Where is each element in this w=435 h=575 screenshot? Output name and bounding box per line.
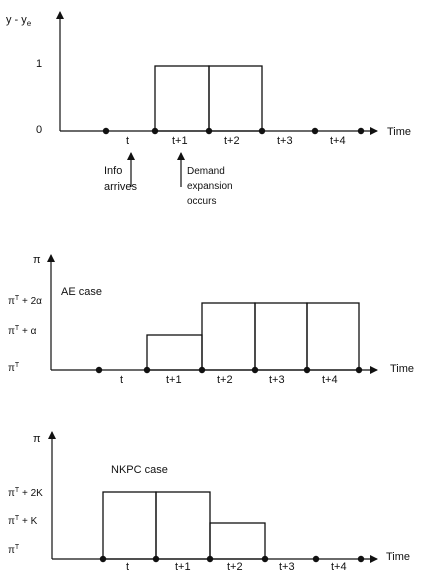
panel-nkpc-case: π NKPC case Time πT + 2K πT + K πT t t+1… xyxy=(8,431,410,573)
inflation-bar-t2 xyxy=(201,302,256,371)
period-dot xyxy=(251,366,259,374)
y-axis-label: π xyxy=(33,433,41,445)
y-tick-pi-t: πT xyxy=(8,362,20,374)
period-label-t2: t+2 xyxy=(224,135,240,147)
period-label-t1: t+1 xyxy=(166,374,182,386)
impulse-bar-t2 xyxy=(208,65,263,132)
period-dot xyxy=(151,127,159,135)
panel-output-gap: y - ye Time 1 0 t t+1 t+2 t+3 t+4 Info a… xyxy=(6,11,411,207)
panel-ae-case: π AE case Time πT + 2α πT + α πT t t+1 t… xyxy=(8,254,414,386)
inflation-bar-t2 xyxy=(209,522,266,560)
period-label-t: t xyxy=(126,561,129,573)
period-label-t4: t+4 xyxy=(330,135,346,147)
period-dot xyxy=(312,555,320,563)
case-label: NKPC case xyxy=(111,464,168,476)
case-label: AE case xyxy=(61,286,102,298)
annotation-demand-line2: expansion xyxy=(187,181,233,192)
inflation-bar-t1 xyxy=(146,334,203,371)
period-dot xyxy=(261,555,269,563)
period-label-t3: t+3 xyxy=(279,561,295,573)
period-dot xyxy=(205,127,213,135)
period-dot xyxy=(152,555,160,563)
period-dot xyxy=(95,366,103,374)
period-label-t3: t+3 xyxy=(277,135,293,147)
y-tick-pi-t-plus-k: πT + K xyxy=(8,515,38,527)
y-tick-0: 0 xyxy=(36,124,42,136)
annotation-demand-line3: occurs xyxy=(187,196,216,207)
period-label-t2: t+2 xyxy=(217,374,233,386)
x-axis-label: Time xyxy=(390,363,414,375)
y-tick-pi-t: πT xyxy=(8,544,20,556)
period-label-t: t xyxy=(126,135,129,147)
annotation-info-line2: arrives xyxy=(104,181,138,193)
period-label-t: t xyxy=(120,374,123,386)
annotation-info-line1: Info xyxy=(104,165,122,177)
period-label-t1: t+1 xyxy=(175,561,191,573)
x-axis-label: Time xyxy=(387,126,411,138)
period-label-t3: t+3 xyxy=(269,374,285,386)
y-axis-label: y - ye xyxy=(6,14,32,28)
y-tick-pi-t-plus-2alpha: πT + 2α xyxy=(8,295,42,307)
inflation-bar-t1 xyxy=(155,491,211,560)
inflation-bar-t xyxy=(102,491,157,560)
y-axis-label: π xyxy=(33,254,41,266)
impulse-bar-t1 xyxy=(154,65,210,132)
period-dot xyxy=(198,366,206,374)
period-dot xyxy=(357,555,365,563)
y-tick-pi-t-plus-2k: πT + 2K xyxy=(8,487,43,499)
period-dot xyxy=(355,366,363,374)
period-label-t4: t+4 xyxy=(331,561,347,573)
period-dot xyxy=(99,555,107,563)
period-dot xyxy=(206,555,214,563)
x-axis-label: Time xyxy=(386,551,410,563)
period-dot xyxy=(303,366,311,374)
y-tick-1: 1 xyxy=(36,58,42,70)
period-dot xyxy=(357,127,365,135)
period-label-t1: t+1 xyxy=(172,135,188,147)
period-dot xyxy=(102,127,110,135)
inflation-bar-t4 xyxy=(306,302,360,371)
annotation-demand-line1: Demand xyxy=(187,166,225,177)
period-label-t4: t+4 xyxy=(322,374,338,386)
period-dot xyxy=(143,366,151,374)
period-dot xyxy=(258,127,266,135)
y-tick-pi-t-plus-alpha: πT + α xyxy=(8,325,37,337)
inflation-bar-t3 xyxy=(254,302,308,371)
period-label-t2: t+2 xyxy=(227,561,243,573)
period-dot xyxy=(311,127,319,135)
